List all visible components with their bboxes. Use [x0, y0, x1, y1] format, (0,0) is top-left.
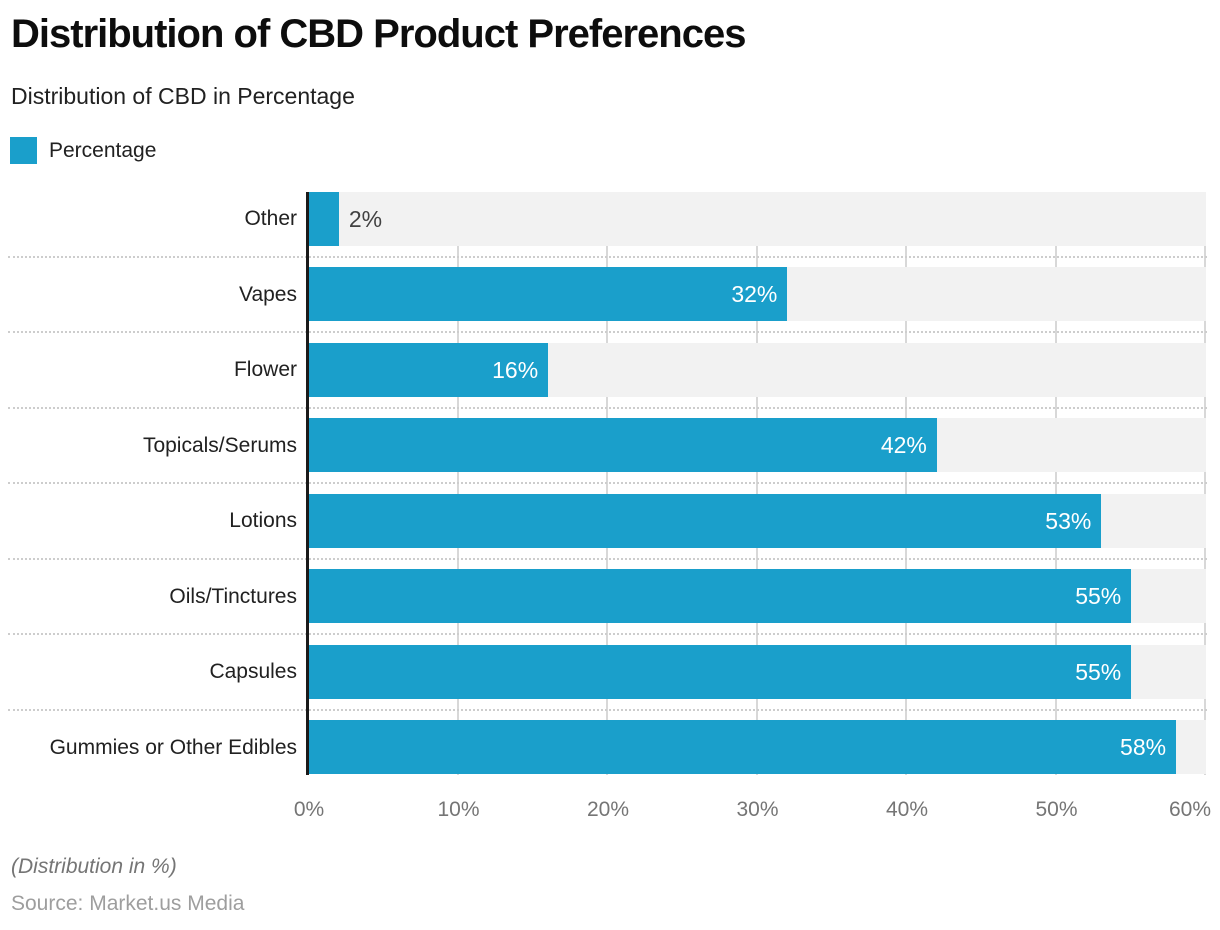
bar-row-plot: 55%	[309, 569, 1206, 624]
x-tick-label: 10%	[437, 798, 480, 821]
row-separator	[8, 255, 1207, 258]
bar-row-plot: 32%	[309, 267, 1206, 322]
chart-row: Other 2%	[0, 181, 1220, 258]
bar-value-label: 2%	[348, 205, 383, 232]
x-tick-label: 50%	[1035, 798, 1078, 821]
bar-vapes[interactable]: 32%	[309, 267, 788, 322]
chart-subtitle: Distribution of CBD in Percentage	[11, 83, 355, 109]
bar-value-label: 55%	[1075, 658, 1122, 685]
footer-source: Source: Market.us Media	[11, 892, 245, 915]
row-separator	[8, 708, 1207, 711]
bar-row-plot: 16%	[309, 342, 1206, 397]
bar-gummies-or-other-edibles[interactable]: 58%	[309, 720, 1177, 775]
chart-title: Distribution of CBD Product Preferences	[11, 12, 746, 56]
x-tick-label: 40%	[885, 798, 929, 821]
category-label: Vapes	[239, 282, 297, 306]
footer-note: (Distribution in %)	[11, 855, 177, 878]
chart-rows: Other 2% Vapes 32% Flower 16% Topicals/Serums 4…	[0, 181, 1220, 785]
bar-lotions[interactable]: 53%	[309, 493, 1102, 548]
bar-value-label: 16%	[492, 356, 539, 383]
bar-track	[309, 191, 1206, 246]
bar-row-plot: 2%	[309, 191, 1206, 246]
chart-row: Capsules 55%	[0, 634, 1220, 711]
chart-row: Flower 16%	[0, 332, 1220, 409]
row-separator	[8, 482, 1207, 484]
bar-flower[interactable]: 16%	[309, 342, 549, 397]
row-separator	[8, 331, 1207, 333]
row-separator	[8, 633, 1207, 635]
chart-row: Vapes 32%	[0, 257, 1220, 333]
bar-row-plot: 55%	[309, 644, 1206, 699]
x-tick-label: 0%	[293, 798, 325, 821]
legend-item-percentage[interactable]: Percentage	[10, 137, 156, 164]
bar-value-label: 58%	[1120, 734, 1167, 761]
bar-value-label: 53%	[1045, 507, 1092, 534]
x-axis: 0% 10% 20% 30% 40% 50% 60%	[0, 796, 1220, 826]
category-label: Gummies or Other Edibles	[49, 735, 297, 759]
chart-row: Gummies or Other Edibles 58%	[0, 710, 1220, 786]
bar-row-plot: 58%	[309, 720, 1206, 775]
bar-value-label: 55%	[1075, 583, 1122, 610]
row-separator	[8, 557, 1207, 560]
bar-topicals-serums[interactable]: 42%	[309, 418, 937, 473]
chart-row: Topicals/Serums 42%	[0, 408, 1220, 484]
category-label: Other	[244, 207, 297, 230]
bar-chart: Other 2% Vapes 32% Flower 16% Topicals/Serums 4…	[0, 181, 1220, 821]
category-label: Lotions	[229, 509, 297, 532]
category-label: Topicals/Serums	[142, 433, 297, 457]
legend-label: Percentage	[49, 139, 157, 162]
category-label: Oils/Tinctures	[169, 584, 297, 608]
category-label: Capsules	[209, 660, 297, 683]
chart-row: Lotions 53%	[0, 483, 1220, 560]
bar-capsules[interactable]: 55%	[309, 644, 1132, 699]
legend-swatch-icon	[10, 137, 37, 164]
x-tick-label: 60%	[1168, 798, 1211, 821]
chart-row: Oils/Tinctures 55%	[0, 559, 1220, 635]
bar-row-plot: 42%	[309, 418, 1206, 473]
bar-row-plot: 53%	[309, 493, 1206, 548]
bar-value-label: 42%	[880, 432, 927, 459]
x-tick-label: 30%	[736, 798, 779, 821]
bar-oils-tinctures[interactable]: 55%	[309, 569, 1132, 624]
bar-other[interactable]: 2%	[309, 191, 382, 246]
bar-value-label: 32%	[731, 281, 778, 308]
row-separator	[8, 406, 1207, 409]
x-tick-label: 20%	[586, 798, 630, 821]
category-label: Flower	[233, 358, 297, 381]
